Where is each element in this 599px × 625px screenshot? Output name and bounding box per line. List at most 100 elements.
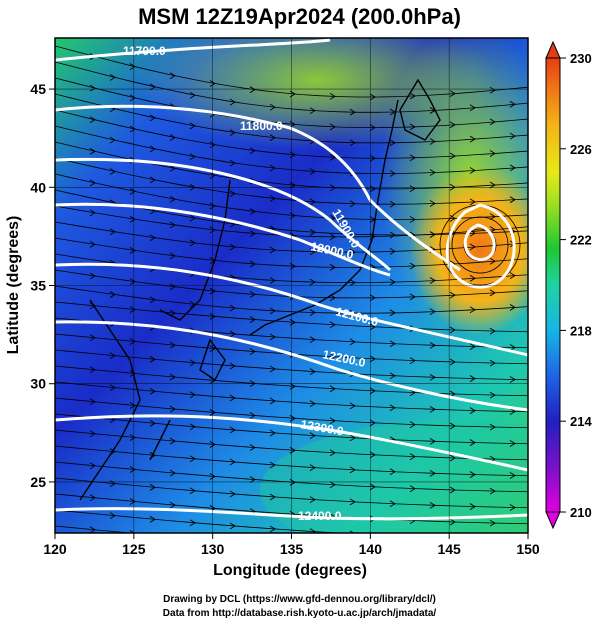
wind-arrow	[249, 208, 256, 215]
wind-arrow	[309, 368, 316, 375]
wind-arrow	[509, 196, 516, 204]
wind-arrow	[109, 168, 116, 175]
wind-arrow	[189, 487, 196, 495]
wind-arrow	[429, 405, 436, 413]
wind-arrow	[109, 352, 116, 360]
streamline	[55, 445, 528, 477]
contour-line-7	[55, 507, 528, 521]
y-axis-label: Latitude (degrees)	[5, 216, 22, 355]
wind-arrow	[269, 134, 276, 142]
wind-arrow	[89, 179, 96, 187]
wind-arrow	[89, 334, 96, 342]
wind-arrow	[369, 323, 376, 331]
wind-arrow	[189, 91, 196, 99]
wind-arrow	[129, 188, 136, 195]
contour-ring-inner	[463, 223, 496, 262]
wind-arrow	[89, 209, 96, 217]
streamline	[55, 429, 528, 461]
wind-arrow	[89, 116, 96, 124]
x-tick-label: 140	[359, 541, 383, 557]
wind-arrow	[249, 444, 256, 451]
wind-arrow	[269, 397, 276, 405]
wind-arrow	[469, 407, 476, 414]
wind-arrow	[470, 536, 475, 542]
wind-arrow	[489, 327, 496, 335]
coast-kyushu	[199, 338, 226, 382]
wind-arrow	[509, 472, 516, 479]
wind-arrow	[429, 200, 436, 207]
wind-arrow	[229, 522, 236, 530]
wind-arrow	[309, 400, 316, 407]
y-axis: 25 30 35 40 45	[30, 81, 55, 490]
wind-arrow	[429, 469, 436, 477]
wind-arrow	[129, 434, 136, 441]
contour-ring-outer	[445, 203, 516, 289]
coast-hokkaido	[399, 78, 441, 141]
streamline	[55, 301, 528, 333]
streamline	[55, 237, 528, 268]
wind-arrow	[329, 123, 336, 131]
streamline	[55, 109, 528, 159]
wind-arrow	[149, 114, 156, 122]
wind-arrow	[189, 239, 196, 247]
wind-arrow	[389, 170, 396, 177]
streamline	[55, 349, 528, 381]
wind-arrow	[409, 154, 416, 162]
wind-arrow	[329, 385, 336, 393]
wind-arrow	[489, 118, 496, 126]
wind-arrow	[169, 437, 176, 445]
streamline	[55, 269, 528, 299]
wind-arrow	[269, 493, 276, 501]
wind-arrow	[430, 566, 435, 572]
wind-arrow	[509, 504, 516, 511]
coast-japan-honshu	[249, 99, 399, 336]
wind-arrow	[209, 409, 216, 416]
contour-line-6	[55, 414, 528, 472]
wind-arrow	[229, 362, 236, 370]
wind-arrow	[509, 408, 516, 415]
wind-arrow	[129, 63, 136, 71]
wind-arrow	[110, 545, 115, 551]
wind-arrow	[509, 304, 516, 311]
vortex-streamline	[451, 216, 509, 274]
streamline	[55, 173, 528, 221]
wind-arrow	[389, 200, 396, 208]
wind-arrow	[269, 525, 276, 533]
wind-arrow	[449, 422, 456, 430]
wind-arrow	[469, 274, 476, 282]
wind-arrow	[269, 164, 276, 172]
wind-arrow	[209, 313, 216, 320]
wind-arrow	[229, 426, 236, 434]
wind-arrow	[429, 231, 436, 238]
wind-arrow	[209, 226, 216, 234]
x-tick-label: 145	[437, 541, 461, 557]
wind-arrow	[429, 373, 436, 381]
wind-arrow	[249, 316, 256, 323]
wind-arrow	[149, 234, 156, 242]
wind-arrow	[449, 486, 456, 494]
wind-arrow	[510, 569, 515, 575]
wind-arrow	[449, 90, 456, 97]
wind-arrow	[349, 139, 356, 147]
wind-arrow	[109, 73, 116, 81]
wind-arrow	[349, 530, 355, 533]
wind-arrow	[409, 453, 416, 460]
wind-arrow	[169, 164, 176, 172]
wind-arrow	[249, 476, 256, 483]
colorbar-body	[545, 57, 561, 513]
wind-arrow	[169, 72, 176, 80]
wind-arrow	[369, 419, 376, 427]
wind-arrow	[349, 108, 356, 116]
wind-arrow	[469, 306, 476, 314]
contour-line-4	[55, 262, 528, 357]
wind-arrow	[369, 294, 376, 302]
wind-arrow	[229, 330, 236, 338]
wind-arrow	[89, 398, 96, 406]
wind-arrow	[309, 198, 316, 206]
colorbar-max-triangle	[545, 40, 561, 59]
wind-arrow	[249, 412, 256, 419]
wind-arrow	[309, 278, 316, 286]
wind-arrow	[229, 98, 236, 106]
wind-arrow	[149, 355, 156, 363]
contour-line-5	[55, 320, 528, 412]
